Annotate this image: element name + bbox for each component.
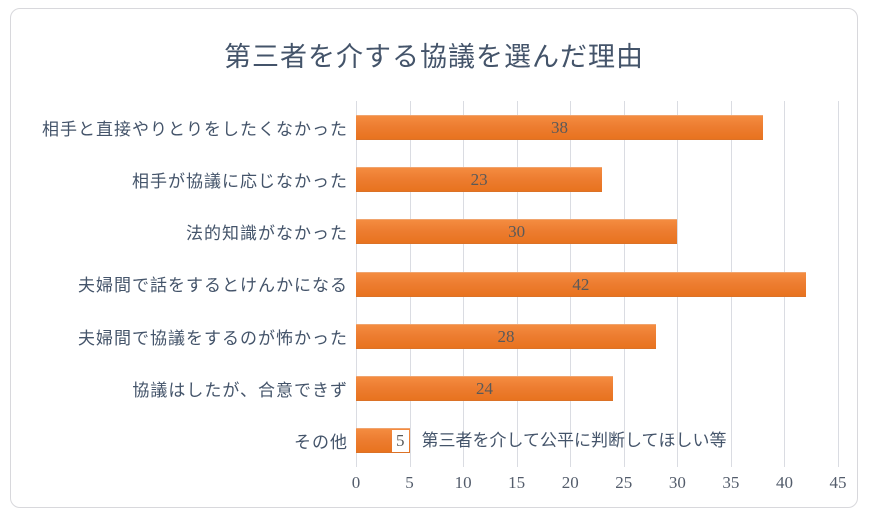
bar-value-label: 24 (476, 379, 494, 399)
bar-value-label: 42 (572, 274, 590, 294)
category-label: その他 (294, 433, 348, 453)
x-tick-label: 5 (405, 473, 414, 492)
x-tick-label: 35 (722, 473, 740, 492)
bar-row: 42 (356, 271, 838, 297)
plot-area: 38 23 30 42 28 24 5 第三者を介して公平に判断してほしい等 (356, 101, 839, 467)
bar-value-label: 23 (470, 169, 488, 189)
category-label: 夫婦間で協議をするのが怖かった (78, 328, 348, 348)
bar-row: 28 (356, 323, 838, 349)
bar-annotation: 第三者を介して公平に判断してほしい等 (421, 431, 727, 451)
bar: 38 (356, 114, 764, 140)
bar-row: 5 第三者を介して公平に判断してほしい等 (356, 428, 838, 454)
bar-row: 30 (356, 219, 838, 245)
bar: 23 (356, 166, 603, 192)
x-axis: 0 5 10 15 20 25 30 35 40 45 (352, 467, 847, 497)
bar-value-label: 38 (551, 117, 568, 137)
bar: 30 (356, 219, 678, 245)
category-label: 協議はしたが、合意できず (132, 381, 348, 401)
bar: 28 (356, 323, 656, 349)
x-tick-label: 0 (351, 473, 361, 492)
x-tick-label: 30 (668, 473, 686, 492)
bar-row: 23 (356, 166, 838, 192)
category-label: 相手と直接やりとりをしたくなかった (42, 119, 348, 139)
x-tick-label: 25 (615, 473, 633, 492)
chart-frame: 第三者を介する協議を選んだ理由 相手と直接やりとりをしたくなかった相手が協議に応… (10, 8, 858, 508)
bar: 24 (356, 376, 614, 402)
category-axis: 相手と直接やりとりをしたくなかった相手が協議に応じなかった法的知識がなかった夫婦… (25, 101, 348, 467)
category-label: 夫婦間で話をするとけんかになる (78, 276, 348, 296)
bar-row: 38 (356, 114, 838, 140)
x-tick-label: 15 (508, 473, 526, 492)
x-tick-label: 40 (775, 473, 793, 492)
bar: 5 (356, 428, 410, 454)
x-tick-label: 20 (561, 473, 579, 492)
bar-value-label: 5 (392, 429, 409, 452)
x-tick-label: 45 (829, 473, 847, 492)
chart-title: 第三者を介する協議を選んだ理由 (224, 42, 644, 72)
category-label: 相手が協議に応じなかった (132, 171, 348, 191)
bar-row: 24 (356, 376, 838, 402)
category-label: 法的知識がなかった (186, 224, 348, 244)
bar-value-label: 28 (497, 326, 515, 346)
x-tick-label: 10 (454, 473, 472, 492)
gridline (838, 101, 839, 467)
bar-value-label: 30 (508, 222, 526, 242)
bar: 42 (356, 271, 806, 297)
